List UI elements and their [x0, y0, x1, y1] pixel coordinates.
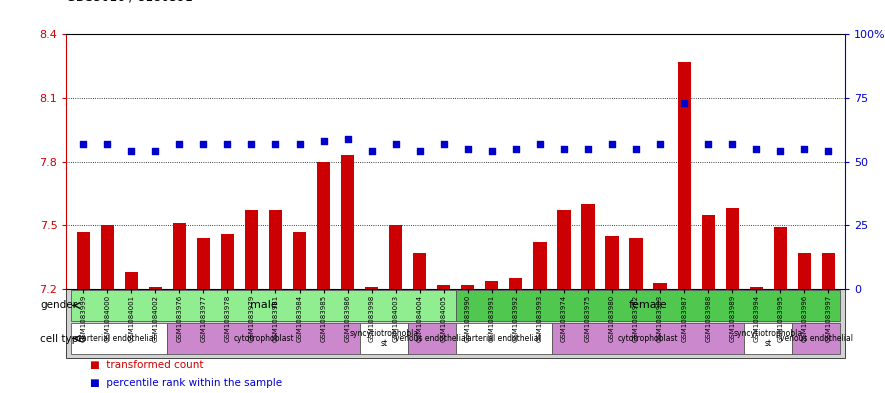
Text: syncytiotrophobla
st: syncytiotrophobla st: [349, 329, 419, 348]
Bar: [485, 281, 498, 289]
Bar: [797, 253, 811, 289]
Point: [76, 141, 90, 147]
Bar: [456, 290, 841, 321]
Bar: [792, 323, 841, 354]
Bar: [437, 285, 450, 289]
Bar: [149, 287, 162, 289]
Point: [148, 148, 162, 154]
Point: [750, 145, 764, 152]
Point: [196, 141, 211, 147]
Bar: [359, 323, 408, 354]
Text: gender: gender: [40, 301, 77, 310]
Bar: [558, 210, 571, 289]
Point: [100, 141, 114, 147]
Bar: [773, 228, 787, 289]
Point: [533, 141, 547, 147]
Point: [725, 141, 739, 147]
Point: [509, 145, 523, 152]
Bar: [744, 323, 792, 354]
Bar: [77, 231, 89, 289]
Bar: [413, 253, 427, 289]
Bar: [456, 323, 552, 354]
Point: [268, 141, 282, 147]
Bar: [167, 323, 359, 354]
Bar: [173, 223, 186, 289]
Point: [461, 145, 475, 152]
Bar: [509, 278, 522, 289]
Bar: [629, 238, 643, 289]
Bar: [726, 208, 739, 289]
Point: [797, 145, 812, 152]
Bar: [245, 210, 258, 289]
Bar: [678, 62, 690, 289]
Bar: [365, 287, 378, 289]
Bar: [552, 323, 744, 354]
Bar: [341, 155, 354, 289]
Bar: [269, 210, 282, 289]
Point: [412, 148, 427, 154]
Bar: [389, 225, 403, 289]
Point: [389, 141, 403, 147]
Point: [581, 145, 595, 152]
Point: [653, 141, 667, 147]
Point: [701, 141, 715, 147]
Point: [341, 136, 355, 142]
Text: cell type: cell type: [40, 334, 85, 343]
Text: syncytiotrophobla
st: syncytiotrophobla st: [734, 329, 803, 348]
Point: [629, 145, 643, 152]
Point: [365, 148, 379, 154]
Bar: [653, 283, 666, 289]
Bar: [196, 238, 210, 289]
Bar: [408, 323, 456, 354]
Point: [821, 148, 835, 154]
Bar: [71, 290, 456, 321]
Point: [124, 148, 138, 154]
Point: [220, 141, 235, 147]
Text: venous endothelial: venous endothelial: [780, 334, 853, 343]
Bar: [293, 231, 306, 289]
Point: [317, 138, 331, 144]
Point: [173, 141, 187, 147]
Text: cytotrophoblast: cytotrophoblast: [618, 334, 679, 343]
Point: [485, 148, 499, 154]
Bar: [317, 162, 330, 289]
Bar: [125, 272, 138, 289]
Bar: [101, 225, 114, 289]
Text: GDS5016 / 8180391: GDS5016 / 8180391: [66, 0, 193, 4]
Point: [773, 148, 788, 154]
Bar: [702, 215, 715, 289]
Text: male: male: [250, 301, 277, 310]
Bar: [71, 323, 167, 354]
Bar: [822, 253, 835, 289]
Point: [244, 141, 258, 147]
Point: [436, 141, 450, 147]
Point: [292, 141, 306, 147]
Text: arterial endothelial: arterial endothelial: [467, 334, 541, 343]
Text: venous endothelial: venous endothelial: [396, 334, 468, 343]
Bar: [534, 242, 547, 289]
Bar: [605, 236, 619, 289]
Text: ■  transformed count: ■ transformed count: [89, 360, 204, 370]
Text: arterial endothelial: arterial endothelial: [82, 334, 156, 343]
Bar: [581, 204, 595, 289]
Text: cytotrophoblast: cytotrophoblast: [233, 334, 294, 343]
Point: [677, 100, 691, 106]
Point: [605, 141, 620, 147]
Bar: [461, 285, 474, 289]
Point: [557, 145, 571, 152]
Bar: [750, 287, 763, 289]
Text: ■  percentile rank within the sample: ■ percentile rank within the sample: [89, 378, 281, 388]
Bar: [221, 234, 234, 289]
Text: female: female: [628, 301, 667, 310]
